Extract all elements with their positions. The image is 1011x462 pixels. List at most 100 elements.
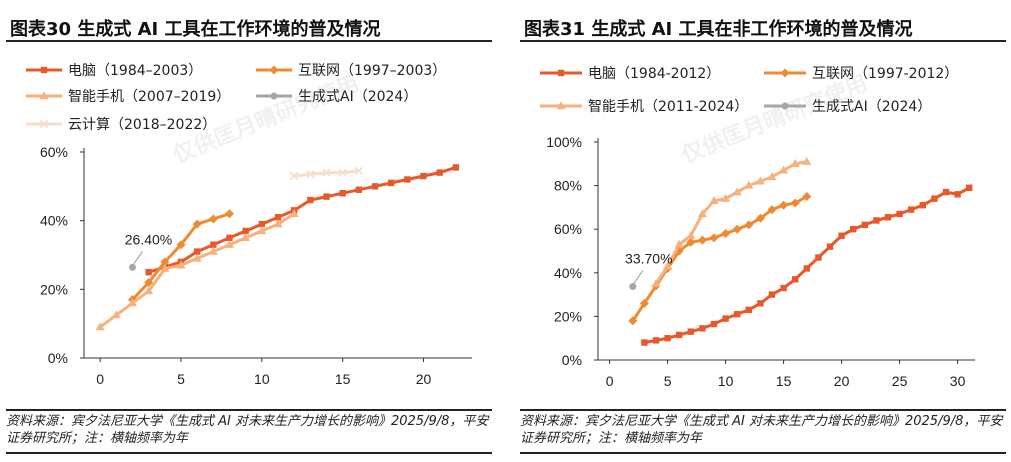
source-note: 资料来源：宾夕法尼亚大学《生成式 AI 对未来生产力增长的影响》2025/9/8… [520, 409, 1006, 451]
data-point-cloud [338, 168, 347, 177]
data-point-pc [404, 176, 411, 183]
legend-marker [39, 119, 49, 129]
data-point-pc [954, 191, 961, 198]
data-point-smartphone [732, 187, 742, 196]
data-point-pc [803, 265, 810, 272]
data-point-pc [734, 311, 741, 318]
data-point-pc [641, 339, 648, 346]
legend-marker [781, 102, 789, 110]
data-label: 33.70% [625, 251, 672, 267]
legend-marker [39, 91, 49, 100]
data-point-pc [884, 214, 892, 221]
bottom-rule [520, 452, 1006, 454]
data-point-pc [942, 188, 950, 196]
data-point-smartphone [709, 196, 719, 205]
watermark-text: 仅供匡月晴研究使用 [678, 70, 871, 168]
data-point-pc [307, 196, 314, 204]
data-point-cloud [322, 168, 331, 177]
legend-entry: 电脑（1984–2003） [68, 63, 202, 79]
data-point-pc [436, 169, 443, 176]
chart-panel-left: 图表30 生成式 AI 工具在工作环境的普及情况 仅供匡月晴研究使用 0% 20% 4… [6, 0, 492, 462]
data-point-pc [722, 315, 729, 322]
legend-marker [780, 68, 790, 78]
data-point-smartphone [697, 209, 707, 218]
data-point-pc [780, 284, 787, 292]
data-point-pc [838, 232, 845, 239]
data-point-internet [709, 233, 719, 243]
data-point-smartphone [790, 159, 800, 167]
data-point-smartphone [225, 239, 234, 248]
legend-entry: 智能手机（2011-2024） [588, 99, 748, 115]
x-tick-label: 25 [892, 373, 908, 389]
legend-entry: 生成式AI（2024） [812, 99, 931, 115]
data-point-smartphone [755, 176, 765, 185]
data-point-internet [176, 240, 186, 250]
data-point-smartphone [160, 263, 170, 272]
legend-marker [556, 101, 566, 110]
data-point-internet [208, 214, 218, 224]
x-tick-label: 0 [96, 371, 104, 387]
data-point-smartphone [802, 156, 812, 165]
annotation-leader [133, 251, 143, 265]
y-tick-label: 0% [48, 350, 68, 366]
data-point-smartphone [651, 278, 661, 287]
data-point-smartphone [767, 172, 777, 181]
y-tick-label: 80% [554, 178, 582, 194]
data-point-pc [931, 195, 938, 202]
y-tick-label: 100% [546, 134, 582, 150]
y-tick-label: 60% [40, 144, 68, 160]
data-point-internet [779, 200, 789, 210]
data-point-pc [896, 210, 903, 218]
data-point-pc [452, 164, 460, 171]
data-point-pc [745, 306, 752, 314]
data-point-pc [768, 291, 776, 298]
legend-marker [40, 66, 48, 74]
data-point-pc [815, 254, 822, 261]
panel-title-bar: 图表30 生成式 AI 工具在工作环境的普及情况 [6, 10, 492, 42]
data-label: 26.40% [125, 231, 172, 247]
data-point-pc [145, 268, 152, 276]
line-chart: 仅供匡月晴研究使用 0% 20% 40% 60% 80% 100% 0 5 10 15 20 25 30 3… [540, 66, 975, 389]
y-tick-label: 40% [40, 213, 68, 229]
data-point-smartphone [674, 239, 684, 248]
y-tick-label: 40% [554, 265, 582, 281]
x-tick-label: 15 [335, 371, 351, 387]
data-point-smartphone [744, 180, 754, 189]
data-point-pc [274, 214, 282, 221]
data-point-pc [687, 328, 694, 335]
data-point-pc [757, 300, 764, 307]
data-point-genai [629, 283, 637, 291]
data-point-pc [652, 337, 660, 344]
data-point-internet [755, 213, 765, 223]
series-line-pc [642, 186, 971, 345]
data-point-pc [826, 243, 834, 250]
data-point-pc [258, 220, 266, 228]
chart-panel-right: 图表31 生成式 AI 工具在非工作环境的普及情况 仅供匡月晴研究使用 0% 20%… [520, 0, 1006, 462]
data-point-pc [792, 276, 799, 283]
data-point-pc [919, 202, 926, 209]
data-point-internet [192, 219, 202, 229]
x-tick-label: 5 [664, 373, 672, 389]
data-point-smartphone [663, 261, 673, 270]
data-point-internet [744, 220, 754, 230]
data-point-pc [339, 190, 346, 197]
data-point-smartphone [686, 230, 696, 239]
panel-title: 图表31 生成式 AI 工具在非工作环境的普及情况 [524, 19, 913, 40]
bottom-rule [6, 452, 492, 454]
data-point-internet [639, 298, 649, 308]
source-note: 资料来源：宾夕法尼亚大学《生成式 AI 对未来生产力增长的影响》2025/9/8… [6, 409, 492, 451]
data-point-pc [387, 179, 395, 187]
x-tick-label: 15 [776, 373, 792, 389]
data-point-internet [721, 229, 731, 239]
legend-marker [557, 69, 565, 77]
data-point-pc [664, 335, 671, 342]
data-point-internet [732, 224, 742, 234]
data-point-smartphone [176, 260, 186, 269]
data-point-pc [908, 206, 915, 213]
x-tick-label: 30 [950, 373, 966, 389]
data-point-pc [873, 217, 880, 224]
data-point-cloud [354, 166, 363, 176]
data-point-smartphone [779, 165, 789, 174]
data-point-smartphone [192, 253, 202, 262]
